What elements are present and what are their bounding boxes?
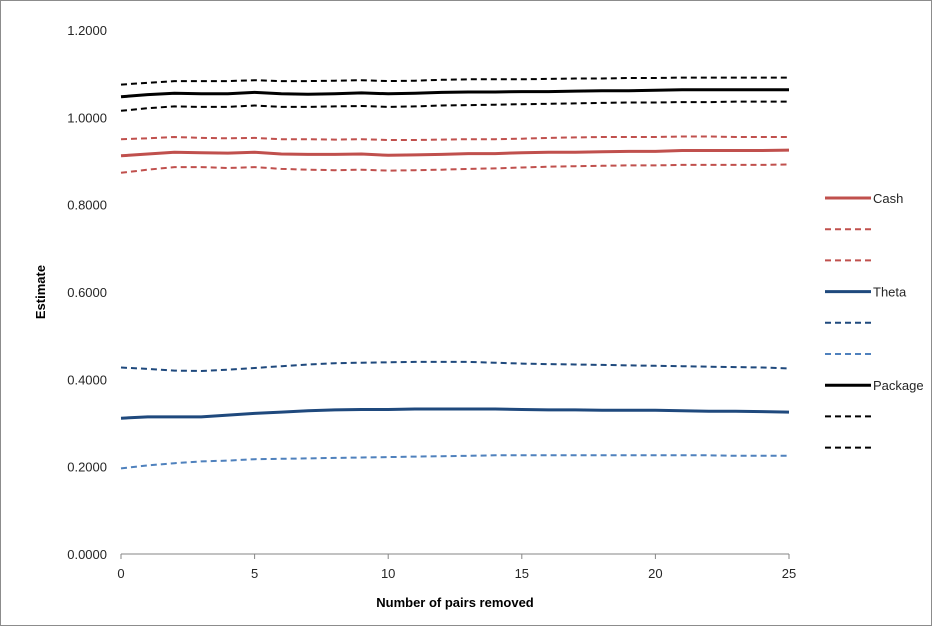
series-line	[120, 88, 789, 99]
x-tick-label: 0	[117, 566, 124, 581]
x-tick-label: 25	[782, 566, 796, 581]
series-line	[120, 163, 790, 174]
y-axis-title: Estimate	[33, 265, 48, 319]
series-line	[120, 76, 789, 86]
x-tick-label: 10	[381, 566, 395, 581]
series-lines	[120, 76, 790, 470]
legend-label: Cash	[873, 191, 903, 206]
series-line	[120, 454, 789, 470]
y-tick-label: 0.4000	[67, 372, 107, 387]
x-axis-title: Number of pairs removed	[376, 595, 534, 610]
series-line	[120, 360, 790, 372]
y-tick-label: 1.0000	[67, 110, 107, 125]
legend-label: Package	[873, 378, 924, 393]
series-line	[120, 148, 790, 158]
x-axis-ticks: 0 5 10 15 20 25	[117, 554, 796, 581]
series-line	[120, 135, 789, 141]
x-tick-label: 15	[515, 566, 529, 581]
series-line	[120, 100, 789, 112]
y-tick-label: 0.8000	[67, 198, 107, 213]
y-axis-ticks: 0.0000 0.2000 0.4000 0.6000 0.8000 1.0000 1.20…	[67, 23, 107, 562]
y-tick-label: 0.6000	[67, 285, 107, 300]
y-tick-label: 1.2000	[67, 23, 107, 38]
x-tick-label: 5	[251, 566, 258, 581]
legend-label: Theta	[873, 285, 907, 300]
y-tick-label: 0.2000	[67, 460, 107, 475]
series-line	[120, 407, 790, 420]
x-tick-label: 20	[648, 566, 662, 581]
y-tick-label: 0.0000	[67, 547, 107, 562]
legend: Cash Theta Package	[825, 191, 924, 449]
